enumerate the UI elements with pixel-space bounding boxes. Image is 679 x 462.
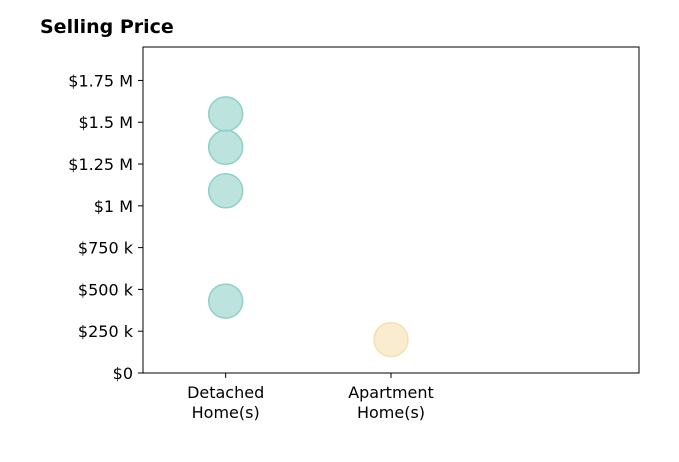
data-point [207, 283, 244, 319]
x-axis: Detached Home(s) Apartment Home(s) [187, 373, 434, 422]
chart-title: Selling Price [40, 16, 174, 38]
y-tick-label: $0 [113, 364, 133, 383]
data-point [373, 321, 409, 358]
y-tick-label: $250 k [78, 322, 134, 341]
x-tick-label: Detached Home(s) [187, 383, 264, 422]
x-tick-label: Apartment Home(s) [348, 383, 434, 422]
y-tick-label: $1.75 M [68, 71, 133, 90]
y-axis: $0 $250 k $500 k $750 k $1 M $1.25 M $1.5 M $1.… [68, 71, 143, 383]
marks-layer [207, 96, 409, 358]
y-tick-label: $1.25 M [68, 155, 133, 174]
data-point [207, 96, 244, 132]
y-tick-label: $1.5 M [78, 113, 133, 132]
data-point [207, 173, 244, 209]
y-tick-label: $1 M [94, 197, 133, 216]
y-tick-label: $500 k [78, 280, 134, 299]
data-point [207, 129, 244, 166]
y-tick-label: $750 k [78, 239, 134, 258]
